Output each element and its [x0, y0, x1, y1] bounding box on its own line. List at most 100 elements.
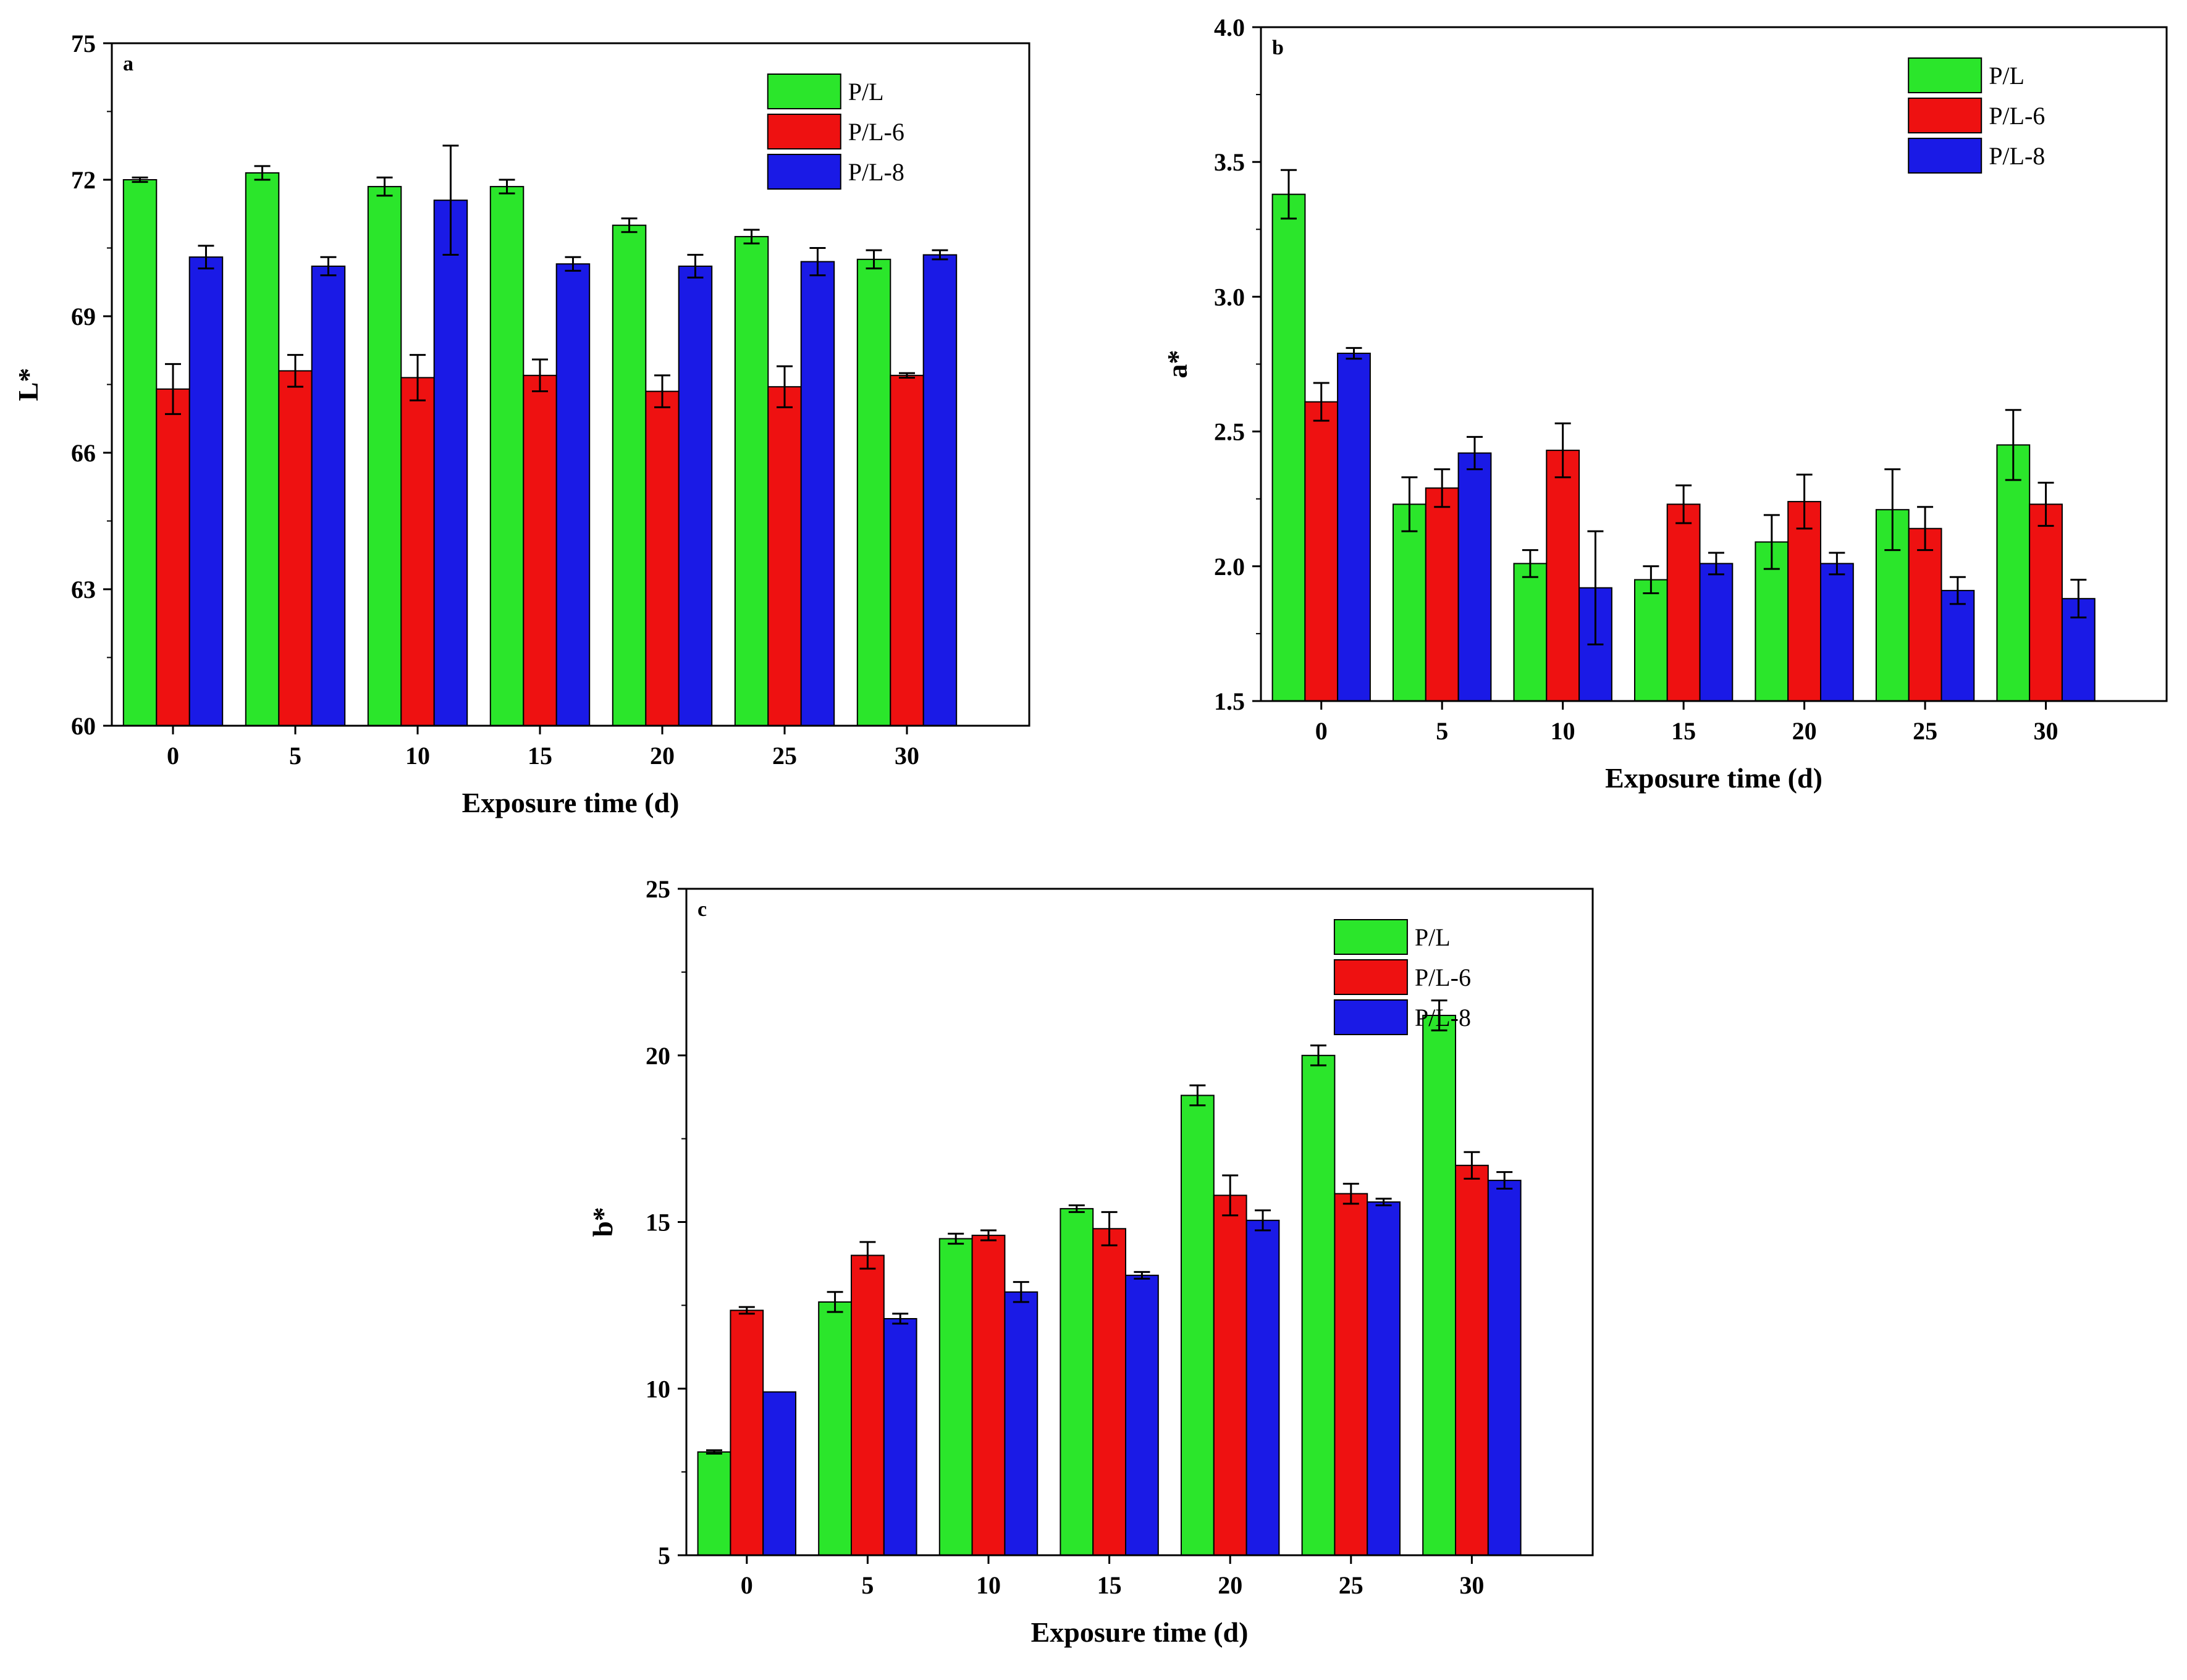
error-bar-P-L-5 [827, 1291, 843, 1313]
bar-P-L-0 [1271, 193, 1306, 702]
x-tick-label: 25 [1913, 717, 1937, 745]
x-tick-label: 10 [405, 742, 430, 770]
y-tick-label: 63 [71, 576, 96, 603]
y-tick-label: 2.0 [1214, 553, 1245, 581]
bar-P-L-6-20 [645, 390, 680, 726]
bar-P-L-6-10 [971, 1235, 1006, 1556]
error-bar-P-L-6-10 [410, 354, 426, 401]
bar-P-L-8-25 [800, 261, 835, 727]
x-tick-label: 10 [976, 1571, 1001, 1599]
error-bar-P-L-8-0 [1346, 346, 1362, 360]
legend-swatch-P-L-8 [1908, 138, 1983, 174]
error-bar-P-L-6-20 [1222, 1174, 1239, 1217]
bar-P-L-6-10 [1546, 450, 1580, 702]
error-bar-P-L-6-25 [1917, 506, 1934, 552]
x-tick-label: 5 [861, 1571, 874, 1599]
bar-P-L-0 [122, 179, 158, 726]
error-bar-P-L-8-25 [1949, 576, 1966, 605]
error-bar-P-L-10 [376, 176, 393, 197]
x-tick-label: 0 [741, 1571, 753, 1599]
bar-P-L-6-30 [1455, 1164, 1489, 1556]
x-tick-label: 0 [1315, 717, 1328, 745]
bar-P-L-30 [1422, 1015, 1456, 1556]
bar-P-L-8-20 [678, 266, 713, 726]
bar-P-L-25 [734, 236, 769, 727]
x-tick-label: 15 [528, 742, 552, 770]
error-bar-P-L-6-20 [1796, 473, 1813, 530]
bar-P-L-8-25 [1940, 590, 1975, 702]
x-tick-label: 5 [1436, 717, 1448, 745]
y-tick-label: 10 [646, 1375, 670, 1403]
bar-P-L-6-0 [1304, 401, 1339, 702]
bar-P-L-8-10 [433, 200, 468, 726]
error-bar-P-L-8-30 [2070, 579, 2087, 619]
bar-P-L-5 [1393, 503, 1426, 702]
legend-swatch-P-L [1908, 57, 1983, 93]
legend-swatch-P-L-8 [1333, 999, 1408, 1035]
bar-P-L-6-15 [1666, 503, 1701, 702]
bar-P-L-6-5 [278, 370, 313, 726]
error-bar-P-L-8-25 [809, 247, 826, 277]
error-bar-P-L-6-25 [777, 365, 793, 408]
error-bar-P-L-8-5 [892, 1312, 909, 1325]
error-bar-P-L-8-30 [1496, 1171, 1513, 1190]
legend: P/L P/L-6 P/L-8 [1908, 57, 2045, 174]
bar-P-L-8-5 [311, 266, 346, 726]
error-bar-P-L-8-10 [1013, 1281, 1029, 1303]
error-bar-P-L-6-0 [1313, 382, 1329, 422]
bar-P-L-8-20 [1245, 1219, 1280, 1556]
legend-label-P-L-8: P/L-8 [1989, 142, 2045, 170]
x-tick-label: 30 [895, 742, 919, 770]
bar-P-L-8-15 [1125, 1274, 1159, 1556]
legend-label-P-L-6: P/L-6 [1989, 102, 2045, 130]
error-bar-P-L-25 [743, 229, 760, 245]
bar-P-L-15 [1060, 1208, 1094, 1556]
bar-P-L-6-15 [1092, 1228, 1126, 1556]
error-bar-P-L-8-10 [1587, 530, 1604, 645]
error-bar-P-L-6-15 [532, 358, 548, 393]
x-tick-label: 20 [650, 742, 675, 770]
error-bar-P-L-6-5 [1434, 468, 1451, 508]
y-tick-label: 15 [646, 1209, 670, 1237]
bar-P-L-10 [367, 186, 402, 727]
error-bar-P-L-8-20 [1829, 552, 1845, 576]
error-bar-P-L-15 [1068, 1204, 1085, 1213]
y-tick-label: 4.0 [1214, 14, 1245, 41]
error-bar-P-L-8-10 [442, 145, 459, 256]
x-tick-label: 5 [289, 742, 301, 770]
x-tick-label: 20 [1218, 1571, 1242, 1599]
error-bar-P-L-6-5 [859, 1241, 876, 1270]
bar-P-L-10 [1513, 563, 1548, 702]
bar-P-L-6-10 [400, 377, 435, 726]
bar-P-L-8-30 [1487, 1180, 1522, 1556]
y-axis-title: b* [587, 1207, 618, 1237]
legend-swatch-P-L-6 [1333, 959, 1408, 995]
error-bar-P-L-6-5 [287, 354, 303, 388]
error-bar-P-L-6-10 [1554, 422, 1571, 479]
legend-swatch-P-L-8 [767, 154, 841, 190]
error-bar-P-L-15 [1643, 565, 1659, 594]
bar-P-L-30 [856, 258, 891, 726]
y-tick-label: 60 [71, 712, 96, 740]
error-bar-P-L-8-25 [1375, 1198, 1392, 1207]
error-bar-P-L-20 [621, 217, 638, 233]
x-axis-title: Exposure time (d) [462, 787, 680, 818]
error-bar-P-L-8-15 [565, 256, 581, 272]
y-tick-label: 5 [658, 1542, 670, 1569]
bar-P-L-6-25 [767, 386, 802, 726]
error-bar-P-L-8-20 [687, 254, 704, 279]
bar-P-L-20 [612, 224, 647, 726]
error-bar-P-L-0 [1280, 169, 1297, 220]
bar-P-L-8-15 [555, 263, 591, 726]
x-tick-label: 0 [167, 742, 179, 770]
error-bar-P-L-0 [706, 1449, 722, 1455]
panel-letter: c [697, 898, 707, 921]
legend-label-P-L: P/L [848, 78, 884, 106]
bar-P-L-8-30 [922, 254, 958, 727]
x-axis-title: Exposure time (d) [1605, 762, 1822, 794]
bar-P-L-5 [818, 1301, 852, 1556]
x-tick-label: 10 [1551, 717, 1575, 745]
x-tick-label: 15 [1097, 1571, 1122, 1599]
bar-P-L-6-20 [1787, 501, 1821, 702]
bar-P-L-6-30 [2029, 503, 2063, 702]
